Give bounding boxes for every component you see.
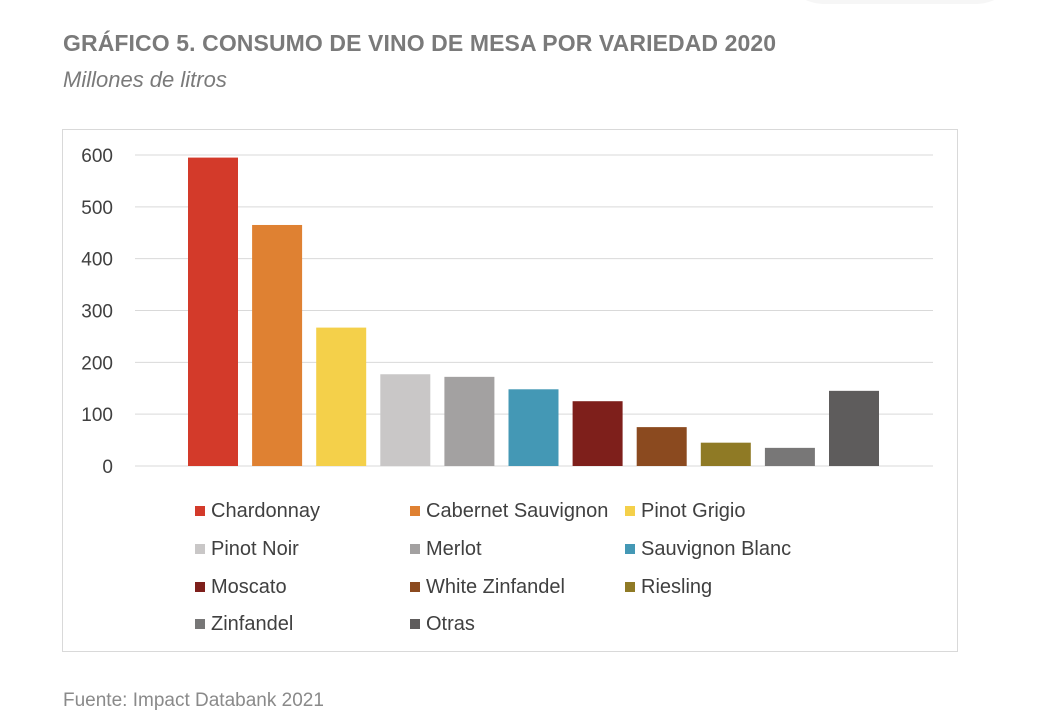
legend-item: Cabernet Sauvignon xyxy=(410,498,608,524)
chart-title: GRÁFICO 5. CONSUMO DE VINO DE MESA POR V… xyxy=(63,30,777,56)
legend-swatch xyxy=(410,619,420,629)
y-tick-label: 0 xyxy=(102,457,113,478)
bar-cabernet-sauvignon xyxy=(252,224,303,466)
bar-moscato xyxy=(572,401,623,466)
bar-merlot xyxy=(444,376,495,466)
legend-swatch xyxy=(410,582,420,592)
bar-white-zinfandel xyxy=(636,427,687,466)
bar-riesling xyxy=(700,442,751,466)
chart-subtitle: Millones de litros xyxy=(63,67,227,92)
legend-label: Otras xyxy=(426,612,475,635)
legend-swatch xyxy=(410,506,420,516)
legend-label: Sauvignon Blanc xyxy=(641,537,792,560)
y-tick-label: 500 xyxy=(81,198,113,219)
legend-label: White Zinfandel xyxy=(426,575,565,598)
source-note: Fuente: Impact Databank 2021 xyxy=(63,690,324,711)
legend-label: Moscato xyxy=(211,575,287,598)
y-tick-label: 100 xyxy=(81,405,113,426)
bar-pinot-grigio xyxy=(316,327,367,466)
legend-swatch xyxy=(410,544,420,554)
bar-chardonnay xyxy=(188,157,238,466)
legend-swatch xyxy=(625,582,635,592)
legend-item: Merlot xyxy=(410,536,482,562)
legend-label: Pinot Grigio xyxy=(641,499,746,522)
legend-item: Pinot Noir xyxy=(195,536,299,562)
legend-swatch xyxy=(195,544,205,554)
legend-item: White Zinfandel xyxy=(410,574,565,600)
legend-label: Pinot Noir xyxy=(211,537,299,560)
y-tick-label: 300 xyxy=(81,302,113,323)
legend-item: Otras xyxy=(410,611,475,637)
legend-item: Sauvignon Blanc xyxy=(625,536,791,562)
bar-otras xyxy=(829,390,879,466)
y-tick-label: 200 xyxy=(81,353,113,374)
y-tick-label: 600 xyxy=(81,146,113,167)
legend-label: Merlot xyxy=(426,537,482,560)
legend-item: Chardonnay xyxy=(195,498,320,524)
legend-item: Riesling xyxy=(625,574,712,600)
bar-pinot-noir xyxy=(380,374,431,466)
legend-label: Chardonnay xyxy=(211,499,320,522)
y-tick-label: 400 xyxy=(81,250,113,271)
chart-legend: Chardonnay Cabernet Sauvignon Pinot Grigio… xyxy=(195,498,835,648)
legend-swatch xyxy=(195,506,205,516)
legend-swatch xyxy=(625,506,635,516)
bar-zinfandel xyxy=(764,447,815,466)
bar-sauvignon-blanc xyxy=(508,389,559,466)
legend-label: Zinfandel xyxy=(211,612,294,635)
legend-label: Cabernet Sauvignon xyxy=(426,499,609,522)
legend-label: Riesling xyxy=(641,575,713,598)
legend-swatch xyxy=(625,544,635,554)
legend-item: Moscato xyxy=(195,574,287,600)
background-watermark xyxy=(780,0,1020,4)
legend-item: Pinot Grigio xyxy=(625,498,746,524)
legend-swatch xyxy=(195,582,205,592)
legend-item: Zinfandel xyxy=(195,611,293,637)
legend-swatch xyxy=(195,619,205,629)
